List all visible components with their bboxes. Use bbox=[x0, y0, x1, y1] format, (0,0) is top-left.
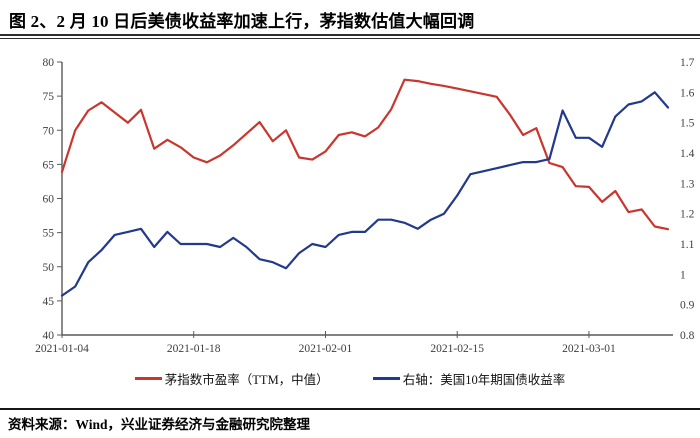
tick-label: 2021-03-01 bbox=[562, 343, 616, 355]
red-line-swatch bbox=[134, 377, 162, 380]
legend-item-pe: 茅指数市盈率（TTM，中值） bbox=[134, 369, 329, 388]
legend-item-yield: 右轴：美国10年期国债收益率 bbox=[372, 369, 566, 388]
tick-label: 40 bbox=[43, 330, 55, 342]
tick-label: 65 bbox=[43, 159, 55, 171]
tick-label: 80 bbox=[43, 57, 55, 69]
tick-label: 1.5 bbox=[680, 118, 695, 130]
tick-label: 1.7 bbox=[680, 57, 695, 69]
tick-label: 1.4 bbox=[680, 148, 695, 160]
tick-label: 50 bbox=[43, 262, 55, 274]
legend-label-pe: 茅指数市盈率（TTM，中值） bbox=[164, 373, 329, 387]
source-note: 资料来源：Wind，兴业证券经济与金融研究院整理 bbox=[8, 417, 311, 432]
tick-label: 1.3 bbox=[680, 178, 695, 190]
tick-label: 75 bbox=[43, 91, 55, 103]
blue-line-swatch bbox=[372, 377, 400, 380]
tick-label: 1.1 bbox=[680, 239, 695, 251]
tick-label: 2021-01-18 bbox=[167, 343, 221, 355]
tick-label: 1 bbox=[680, 269, 686, 281]
series-line-pe bbox=[60, 78, 670, 231]
series-line-yield bbox=[60, 91, 670, 297]
tick-label: 55 bbox=[43, 228, 55, 240]
footer-divider bbox=[0, 408, 700, 410]
tick-label: 45 bbox=[43, 296, 55, 308]
tick-label: 2021-02-01 bbox=[299, 343, 353, 355]
legend-label-yield: 右轴：美国10年期国债收益率 bbox=[402, 373, 566, 387]
tick-label: 2021-01-04 bbox=[35, 343, 89, 355]
tick-label: 1.6 bbox=[680, 87, 695, 99]
tick-label: 0.8 bbox=[680, 330, 695, 342]
tick-label: 60 bbox=[43, 194, 55, 206]
tick-label: 1.2 bbox=[680, 209, 695, 221]
tick-label: 2021-02-15 bbox=[430, 343, 484, 355]
tick-label: 0.9 bbox=[680, 300, 695, 312]
figure-title: 图 2、2 月 10 日后美债收益率加速上行，茅指数估值大幅回调 bbox=[9, 12, 475, 31]
tick-label: 70 bbox=[43, 125, 55, 137]
chart-legend: 茅指数市盈率（TTM，中值） 右轴：美国10年期国债收益率 bbox=[0, 369, 700, 388]
title-divider bbox=[0, 34, 700, 39]
